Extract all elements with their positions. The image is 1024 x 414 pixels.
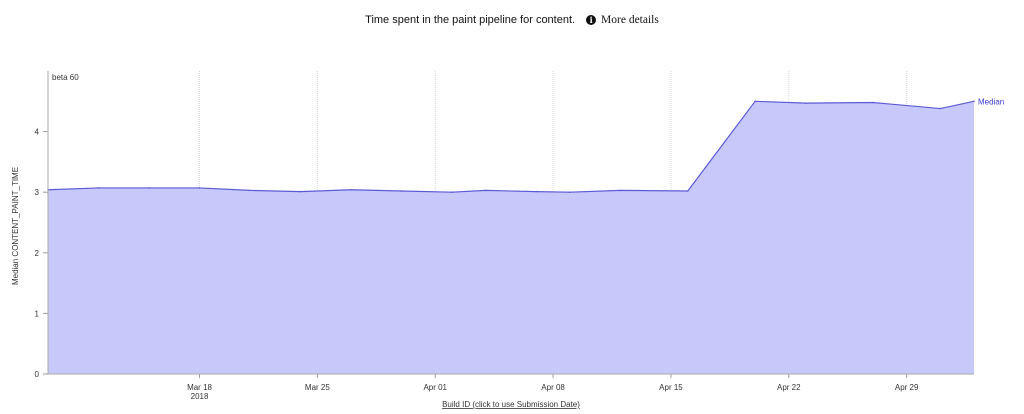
data-point: [97, 187, 100, 189]
data-point: [804, 102, 807, 104]
y-tick-label: 0: [35, 370, 40, 379]
area-fill-median: [48, 101, 974, 375]
data-point: [619, 189, 622, 192]
area-series-layer: Median: [47, 97, 1004, 375]
y-axis-label: Median CONTENT_PAINT_TIME: [11, 167, 20, 285]
data-point: [299, 190, 302, 193]
data-point: [872, 101, 874, 104]
data-point: [198, 187, 201, 189]
y-tick-label: 1: [35, 309, 40, 318]
x-tick-label: Mar 18: [187, 383, 212, 392]
y-tick-label: 3: [35, 188, 40, 197]
x-tick-label: Apr 29: [895, 383, 919, 392]
release-marker-label: beta 60: [52, 73, 79, 82]
x-tick-label: Apr 22: [777, 383, 801, 392]
data-point: [400, 190, 403, 192]
data-point: [350, 188, 352, 191]
more-details-label: More details: [601, 14, 659, 26]
info-icon: i: [586, 15, 597, 25]
data-point: [484, 189, 487, 192]
more-details-link[interactable]: i More details: [586, 14, 659, 26]
x-tick-label: Apr 15: [659, 383, 683, 392]
chart-title: Time spent in the paint pipeline for con…: [365, 14, 576, 26]
x-axis-label-link[interactable]: Build ID (click to use Submission Date): [442, 400, 580, 409]
data-point: [939, 107, 942, 110]
data-point: [148, 187, 150, 189]
data-point: [686, 190, 689, 192]
x-tick-label: Mar 25: [305, 383, 330, 392]
data-point: [569, 191, 571, 193]
x-tick-label: Apr 01: [423, 383, 447, 392]
data-point: [754, 100, 756, 103]
x-tick-label: Apr 08: [541, 383, 565, 392]
data-point: [535, 190, 538, 193]
x-tick-sublabel: 2018: [191, 392, 209, 401]
data-point: [973, 100, 975, 103]
chart-header: Time spent in the paint pipeline for con…: [0, 12, 1024, 28]
y-tick-label: 4: [35, 128, 40, 137]
y-tick-label: 2: [35, 249, 40, 258]
data-point: [451, 191, 453, 193]
series-label-median: Median: [978, 97, 1004, 106]
data-point: [249, 189, 251, 192]
